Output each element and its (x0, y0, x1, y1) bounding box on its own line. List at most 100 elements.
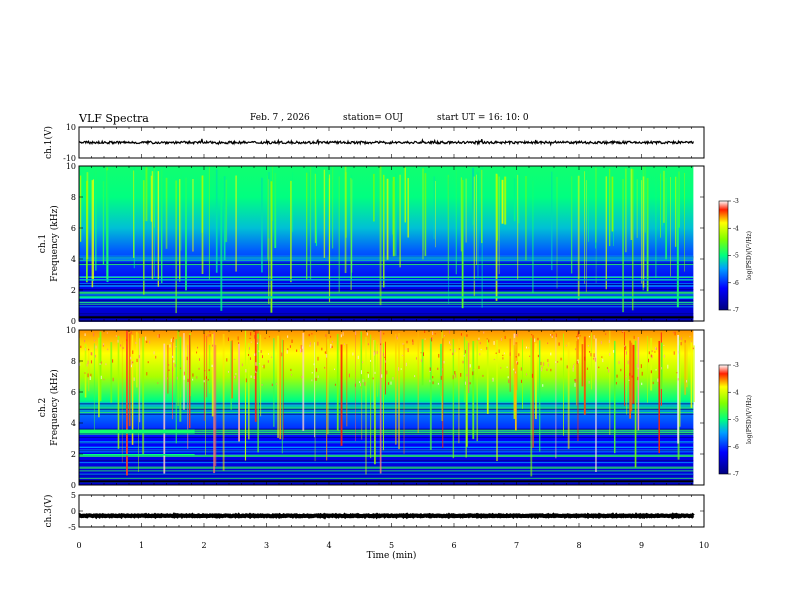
psd-speckle (359, 381, 361, 383)
psd-speckle (366, 332, 368, 336)
psd-speckle (620, 368, 622, 372)
psd-speckle (115, 335, 117, 338)
psd-speckle (330, 343, 332, 348)
psd-speckle (462, 360, 464, 364)
psd-speckle (560, 357, 562, 361)
psd-speckle (449, 349, 451, 351)
ch1-channel-label: ch.1 (38, 234, 48, 253)
spheric-burst (595, 338, 597, 472)
psd-speckle (204, 370, 206, 372)
psd-speckle (334, 383, 336, 386)
psd-speckle (577, 359, 579, 364)
psd-speckle (514, 371, 516, 374)
psd-speckle (606, 367, 608, 369)
psd-speckle (93, 332, 95, 337)
spheric-burst (504, 176, 507, 225)
psd-speckle (422, 352, 424, 357)
psd-speckle (420, 352, 422, 354)
spheric-burst (590, 333, 592, 390)
psd-speckle (226, 358, 228, 362)
psd-speckle (183, 371, 185, 375)
psd-speckle (372, 338, 374, 340)
psd-speckle (196, 376, 198, 379)
psd-speckle (506, 366, 508, 369)
psd-speckle (598, 366, 600, 369)
spheric-burst (611, 176, 614, 232)
spheric-burst (399, 174, 401, 268)
spheric-burst (461, 179, 464, 309)
psd-speckle (673, 351, 675, 355)
psd-speckle (528, 347, 530, 349)
psd-speckle (367, 372, 369, 374)
spheric-burst (346, 344, 348, 427)
psd-speckle (276, 383, 278, 385)
spheric-burst (605, 176, 607, 290)
spheric-burst (514, 344, 517, 431)
psd-speckle (287, 348, 289, 351)
psd-speckle (198, 358, 200, 361)
spheric-burst (678, 171, 680, 228)
spheric-burst (79, 175, 82, 242)
spheric-burst (509, 338, 511, 392)
spheric-burst (460, 177, 463, 252)
spectral-line (79, 460, 694, 462)
psd-speckle (550, 352, 552, 356)
psd-speckle (680, 342, 682, 346)
psd-speckle (648, 358, 650, 363)
spheric-burst (513, 337, 516, 412)
spheric-burst (577, 175, 580, 300)
psd-speckle (608, 339, 610, 343)
spheric-burst (161, 169, 163, 284)
spectral-line (79, 454, 694, 456)
spectral-line (79, 429, 694, 431)
psd-speckle (253, 375, 255, 379)
psd-speckle (541, 366, 543, 369)
psd-speckle (342, 332, 344, 336)
psd-speckle (100, 375, 102, 380)
spheric-burst (535, 343, 537, 420)
psd-speckle (187, 378, 189, 382)
spheric-burst (370, 334, 372, 459)
psd-speckle (155, 355, 157, 359)
psd-speckle (205, 376, 207, 380)
psd-speckle (477, 339, 479, 341)
spheric-burst (407, 178, 409, 238)
psd-speckle (577, 337, 579, 340)
psd-speckle (576, 335, 578, 338)
psd-speckle (372, 377, 374, 380)
psd-speckle (362, 361, 364, 364)
psd-speckle (250, 375, 252, 378)
spheric-burst (567, 342, 570, 449)
psd-speckle (637, 367, 639, 370)
narrowband-signal (79, 296, 694, 299)
psd-speckle (326, 353, 328, 358)
psd-speckle (254, 335, 256, 339)
psd-speckle (149, 340, 151, 344)
psd-speckle (146, 372, 148, 376)
psd-speckle (281, 352, 283, 357)
psd-speckle (325, 334, 327, 337)
spheric-burst (179, 179, 181, 282)
psd-speckle (429, 367, 431, 371)
psd-speckle (503, 352, 505, 355)
psd-speckle (158, 334, 160, 338)
ch1-frequency-label: Frequency (kHz) (49, 205, 60, 282)
spheric-burst (551, 171, 553, 271)
psd-speckle (299, 348, 301, 353)
spheric-burst (372, 173, 375, 222)
y-tick-label: 4 (71, 419, 76, 428)
colorbar-tick-label: -3 (733, 362, 739, 369)
spheric-burst (167, 344, 169, 394)
psd-speckle (90, 373, 92, 377)
spectral-line (79, 428, 694, 430)
psd-speckle (483, 331, 485, 334)
spheric-burst (314, 342, 315, 438)
psd-speckle (291, 374, 293, 376)
psd-speckle (575, 378, 577, 383)
psd-speckle (443, 360, 445, 364)
psd-speckle (633, 335, 635, 339)
psd-speckle (382, 352, 384, 357)
spheric-burst (646, 178, 649, 292)
spheric-burst (458, 338, 460, 444)
